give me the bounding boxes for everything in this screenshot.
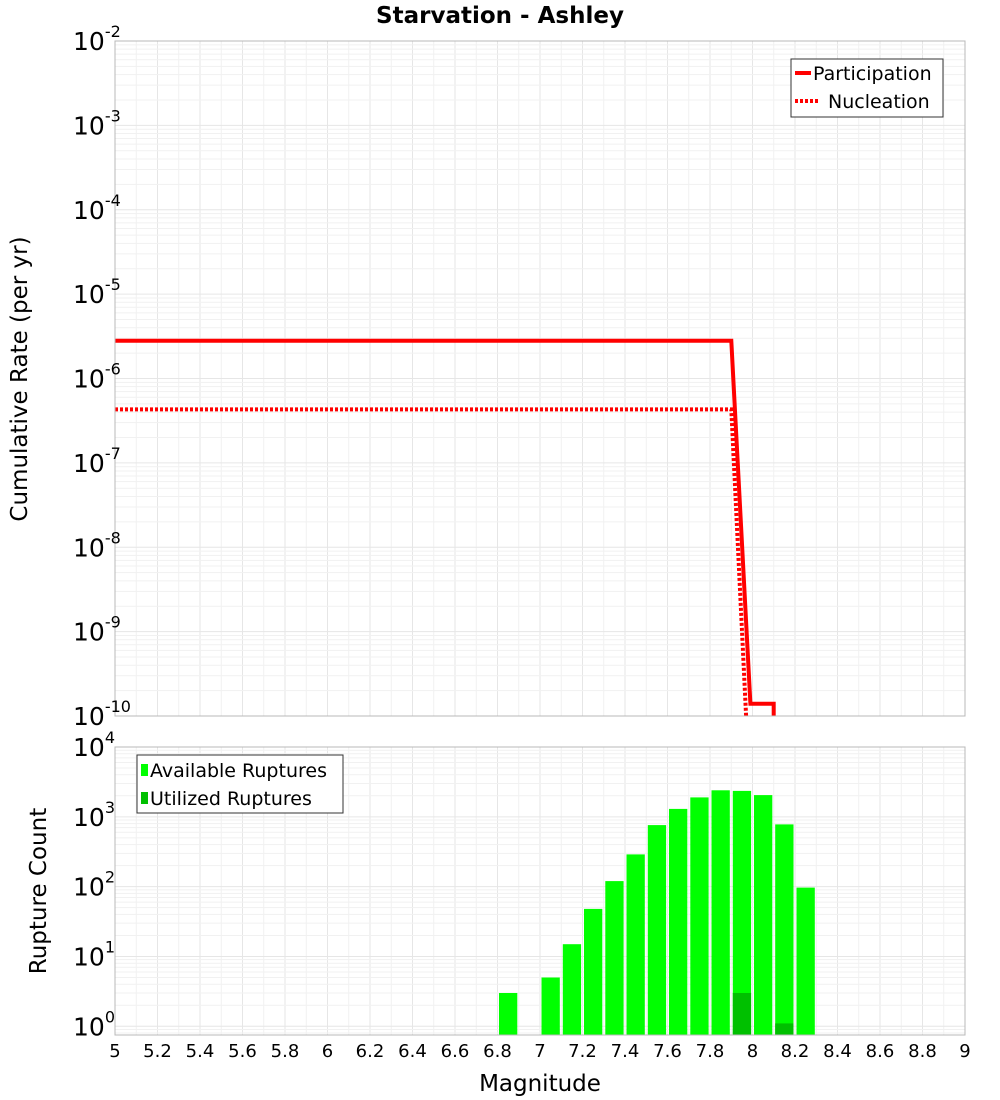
bottom-y-tick-label: 101 [73,938,115,972]
x-tick-label: 9 [959,1041,970,1062]
x-ticks: 5 5.2 5.4 5.6 5.8 6 6.2 6.4 6.6 6.8 7 7.2 7.4 7.6 7.8 8… [109,1041,970,1062]
legend-available: Available Ruptures [150,760,327,782]
x-tick-label: 8.6 [866,1041,895,1062]
top-y-tick-label: 10-8 [73,528,121,562]
x-tick-label: 5 [109,1041,120,1062]
available-ruptures-bar [711,790,730,1035]
x-tick-label: 5.6 [228,1041,257,1062]
x-tick-label: 6.4 [398,1041,427,1062]
legend-utilized: Utilized Ruptures [150,788,312,810]
x-tick-label: 8 [747,1041,758,1062]
bottom-y-ticks: 104 103 102 101 100 [73,728,115,1041]
available-ruptures-bar [605,881,624,1035]
top-y-axis-label: Cumulative Rate (per yr) [7,236,33,521]
available-ruptures-bar [647,825,667,1035]
top-panel: 10-2 10-3 10-4 10-5 10-6 10-7 10-8 10-9 10-10 Cu… [7,22,966,731]
x-tick-label: 6.6 [441,1041,470,1062]
top-y-tick-label: 10-7 [73,444,121,478]
x-tick-label: 5.8 [271,1041,300,1062]
available-ruptures-bar [669,808,688,1035]
available-ruptures-bar [754,795,773,1035]
legend-nucleation: Nucleation [828,91,930,113]
series-nucleation-line [115,407,749,717]
x-tick-label: 6.2 [356,1041,385,1062]
bottom-y-tick-label: 102 [73,868,115,902]
top-y-tick-label: 10-5 [73,275,121,309]
top-y-tick-label: 10-6 [73,360,121,394]
utilized-legend-swatch [141,792,148,804]
available-ruptures-bar [541,977,560,1035]
utilized-ruptures-bar [732,993,752,1035]
bottom-bars [499,790,815,1035]
top-y-tick-label: 10-10 [73,697,131,731]
available-ruptures-bar [732,790,752,1035]
chart-title: Starvation - Ashley [376,3,624,29]
available-ruptures-bar [796,887,815,1035]
bottom-y-tick-label: 100 [73,1007,115,1041]
legend-participation: Participation [813,63,932,85]
bottom-y-axis-label: Rupture Count [26,808,52,974]
bottom-y-tick-label: 103 [73,798,115,832]
available-legend-swatch [141,764,148,776]
available-ruptures-bar [499,993,518,1035]
available-ruptures-bar [775,824,794,1035]
top-y-tick-label: 10-2 [73,22,121,56]
x-tick-label: 6.8 [483,1041,512,1062]
series-participation-line [115,338,776,716]
top-y-tick-label: 10-3 [73,106,121,140]
x-tick-label: 5.4 [186,1041,215,1062]
x-tick-label: 7 [534,1041,545,1062]
top-legend: Participation Nucleation [790,58,944,118]
top-y-tick-label: 10-4 [73,191,121,225]
available-ruptures-bar [562,944,582,1035]
top-plot-frame [114,40,966,717]
x-tick-label: 6 [322,1041,333,1062]
x-tick-label: 8.8 [908,1041,937,1062]
bottom-plot-frame [114,746,966,1036]
available-ruptures-bar [690,797,709,1035]
top-grid [114,40,966,717]
x-axis-label: Magnitude [479,1071,601,1097]
utilized-ruptures-bar [775,1023,794,1035]
available-ruptures-bar [626,854,645,1035]
x-tick-label: 7.8 [696,1041,725,1062]
x-tick-label: 7.2 [568,1041,597,1062]
top-lines [115,338,776,717]
top-legend-box [790,58,944,118]
bottom-legend-box [136,754,344,814]
x-tick-label: 8.4 [823,1041,852,1062]
top-y-ticks: 10-2 10-3 10-4 10-5 10-6 10-7 10-8 10-9 10-10 [73,22,131,731]
x-tick-label: 7.4 [611,1041,640,1062]
bottom-y-tick-label: 104 [73,728,115,762]
x-tick-label: 5.2 [143,1041,172,1062]
top-y-tick-label: 10-9 [73,613,121,647]
x-tick-label: 7.6 [653,1041,682,1062]
available-ruptures-bar [584,908,603,1035]
bottom-panel: 104 103 102 101 100 5 5.2 5.4 5.6 5.8 6 6.2 6.4 6.6 6… [26,728,971,1097]
x-tick-label: 8.2 [781,1041,810,1062]
bottom-legend: Available Ruptures Utilized Ruptures [136,754,344,814]
